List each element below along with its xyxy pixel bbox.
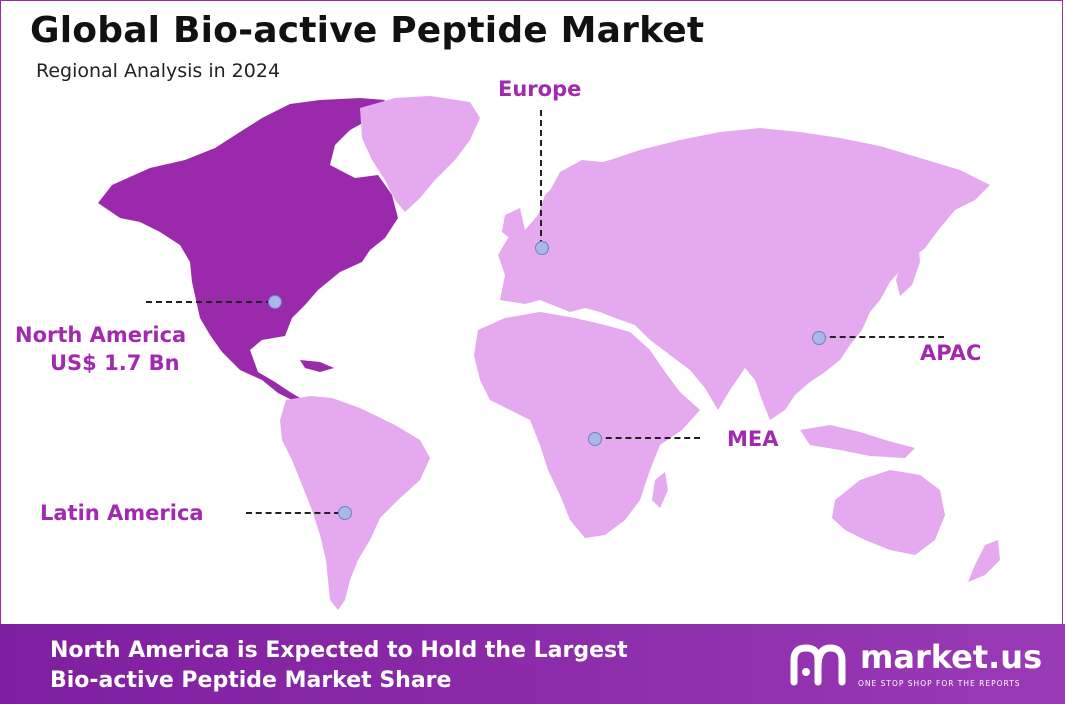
latin-america-label: Latin America <box>40 501 204 525</box>
footer-line-1: North America is Expected to Hold the La… <box>50 638 628 663</box>
brand-logo[interactable]: market.us ONE STOP SHOP FOR THE REPORTS <box>788 638 1042 694</box>
latin-america-shape <box>280 396 430 610</box>
mea-label: MEA <box>727 427 779 451</box>
eurasia-shape <box>498 128 990 420</box>
market-us-logo-icon <box>790 644 846 686</box>
europe-label: Europe <box>498 77 582 101</box>
australia-shape <box>832 470 945 555</box>
latin-america-leader-line <box>246 512 340 514</box>
brand-tagline: ONE STOP SHOP FOR THE REPORTS <box>858 679 1021 688</box>
europe-marker <box>535 241 549 255</box>
north-america-shape <box>98 98 398 400</box>
mea-shape <box>474 312 700 538</box>
page-subtitle: Regional Analysis in 2024 <box>36 60 281 82</box>
greenland-shape <box>360 96 480 212</box>
mea-marker <box>588 432 602 446</box>
north-america-label: North America <box>15 323 187 347</box>
north-america-marker <box>268 295 282 309</box>
mea-leader-line <box>596 437 700 439</box>
europe-leader-line <box>540 110 542 246</box>
apac-marker <box>812 331 826 345</box>
latin-america-marker <box>338 506 352 520</box>
world-map <box>98 96 1000 610</box>
north-america-value: US$ 1.7 Bn <box>50 351 180 375</box>
brand-name: market.us <box>860 638 1043 676</box>
footer-headline: North America is Expected to Hold the La… <box>50 636 628 696</box>
north-america-leader-line <box>146 301 272 303</box>
apac-label: APAC <box>920 341 982 365</box>
footer-banner: North America is Expected to Hold the La… <box>0 624 1065 704</box>
page-title: Global Bio-active Peptide Market <box>30 10 705 51</box>
apac-leader-line <box>820 336 944 338</box>
footer-line-2: Bio-active Peptide Market Share <box>50 668 452 693</box>
